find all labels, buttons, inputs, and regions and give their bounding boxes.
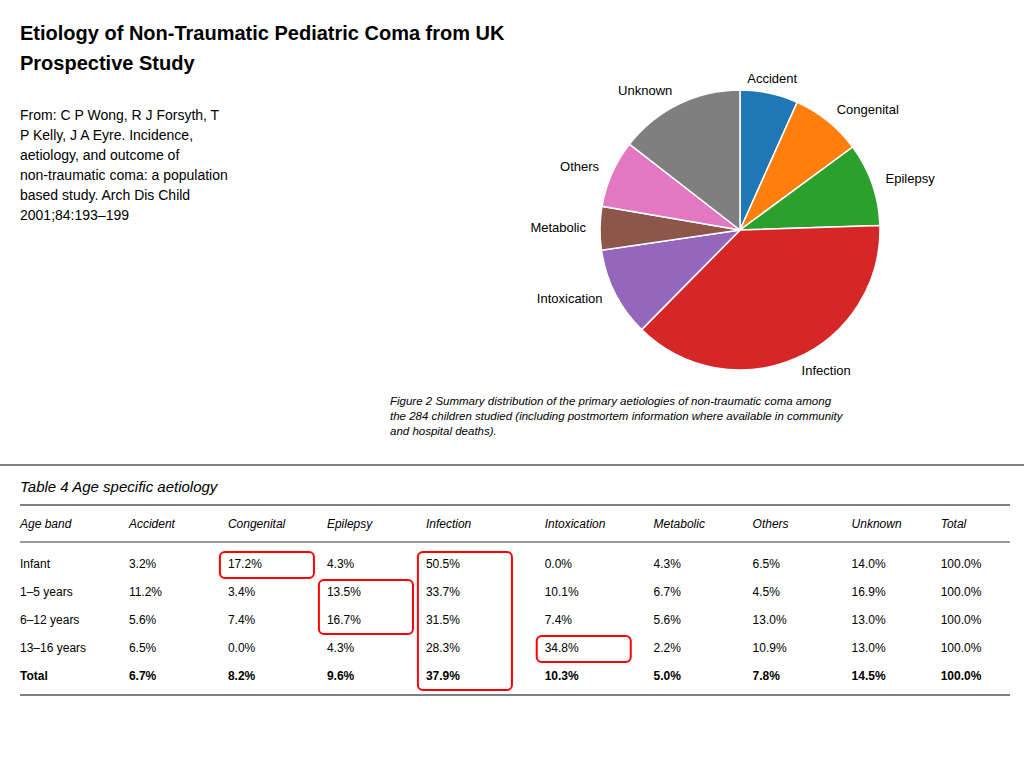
table-cell: 100.0% [941, 613, 982, 627]
table-cell: 3.2% [129, 557, 157, 571]
table-cell: 100.0% [941, 669, 982, 683]
table-cell: Total [20, 669, 48, 683]
table-header: Unknown [852, 517, 902, 531]
table-cell: 13.0% [852, 613, 886, 627]
table-cell: 11.2% [129, 585, 162, 599]
reference-text-line: aetiology, and outcome of [20, 147, 179, 163]
figure-caption-line: the 284 children studied (including post… [390, 410, 844, 422]
highlight-box [319, 580, 413, 634]
table-cell: 16.9% [852, 585, 886, 599]
table-cell: 10.9% [753, 641, 787, 655]
table-cell: 4.3% [327, 557, 355, 571]
table-cell: 13.0% [852, 641, 886, 655]
table-header: Metabolic [654, 517, 705, 531]
reference-text-line: non-traumatic coma: a population [20, 167, 228, 183]
pie-slice [740, 147, 880, 230]
slice-label: Accident [747, 71, 797, 86]
table-header: Others [753, 517, 789, 531]
pie-slice [629, 90, 740, 230]
table-cell: 14.0% [852, 557, 886, 571]
table-header: Infection [426, 517, 472, 531]
table-cell: 10.1% [545, 585, 579, 599]
highlight-box [537, 636, 631, 662]
table-header: Intoxication [545, 517, 606, 531]
table-cell: 16.7% [327, 613, 361, 627]
figure-caption: Figure 2 Summary distribution of the pri… [390, 395, 844, 437]
table-cell: 34.8% [545, 641, 579, 655]
table-cell: 5.6% [654, 613, 682, 627]
table-cell: 4.5% [753, 585, 781, 599]
table-cell: 6.5% [129, 641, 157, 655]
table-cell: 6.7% [654, 585, 682, 599]
table-cell: 4.3% [654, 557, 682, 571]
table-cell: 6.5% [753, 557, 781, 571]
figure-caption-line: Figure 2 Summary distribution of the pri… [390, 395, 832, 407]
table-cell: 100.0% [941, 557, 982, 571]
table-cell: 33.7% [426, 585, 460, 599]
slice-label: Congenital [837, 102, 899, 117]
table-cell: 6–12 years [20, 613, 79, 627]
table-cell: 3.4% [228, 585, 256, 599]
table-cell: 31.5% [426, 613, 460, 627]
table-cell: 7.4% [545, 613, 573, 627]
table-cell: 6.7% [129, 669, 157, 683]
reference-text-line: 2001;84:193–199 [20, 207, 129, 223]
reference-text-line: From: C P Wong, R J Forsyth, T [20, 107, 220, 123]
title-line: Etiology of Non-Traumatic Pediatric Coma… [20, 22, 505, 44]
table-cell: 100.0% [941, 641, 982, 655]
table-cell: 0.0% [228, 641, 256, 655]
table-cell: 13.0% [753, 613, 787, 627]
table-cell: 8.2% [228, 669, 256, 683]
title-line: Prospective Study [20, 52, 195, 74]
table-cell: 0.0% [545, 557, 573, 571]
table-rule-header [20, 542, 1010, 543]
table-cell: 7.4% [228, 613, 256, 627]
table-cell: 100.0% [941, 585, 982, 599]
slice-label: Epilepsy [886, 171, 936, 186]
table-cell: 4.3% [327, 641, 355, 655]
table-header: Total [941, 517, 967, 531]
separator [0, 465, 1024, 466]
highlight-box [418, 552, 512, 690]
table-cell: 17.2% [228, 557, 262, 571]
table: Age band Accident Congenital Epilepsy Infect… [19, 517, 982, 683]
figure: Etiology of Non-Traumatic Pediatric Coma… [0, 0, 1024, 768]
table-cell: 13–16 years [20, 641, 86, 655]
table-header: Congenital [228, 517, 286, 531]
table-header: Accident [128, 517, 176, 531]
table-cell: 14.5% [852, 669, 886, 683]
table-cell: 13.5% [327, 585, 361, 599]
table-rule-top [20, 504, 1010, 505]
table-title: Table 4 Age specific aetiology [20, 478, 219, 495]
figure-caption-line: and hospital deaths). [390, 425, 497, 437]
table-header: Epilepsy [327, 517, 373, 531]
table-cell: 9.6% [327, 669, 355, 683]
table-cell: 10.3% [545, 669, 579, 683]
table-cell: 50.5% [426, 557, 460, 571]
slice-label: Infection [802, 363, 851, 378]
table-cell: 37.9% [426, 669, 460, 683]
reference-text-line: based study. Arch Dis Child [20, 187, 190, 203]
table-cell: 5.6% [129, 613, 157, 627]
slice-label: Unknown [618, 83, 672, 98]
table-cell: 1–5 years [20, 585, 73, 599]
table-cell: 7.8% [753, 669, 781, 683]
highlight-box [220, 552, 314, 578]
table-rule-bottom [20, 694, 1010, 695]
table-cell: Infant [20, 557, 51, 571]
table-cell: 2.2% [654, 641, 682, 655]
table-cell: 5.0% [654, 669, 682, 683]
slice-label: Intoxication [537, 291, 603, 306]
pie: Accident Congenital Epilepsy Infection Intox… [530, 71, 935, 378]
title: Etiology of Non-Traumatic Pediatric Coma… [20, 22, 505, 74]
slice-label: Metabolic [530, 220, 586, 235]
reference-text-line: P Kelly, J A Eyre. Incidence, [20, 127, 193, 143]
reference-text: From: C P Wong, R J Forsyth, T P Kelly, J… [20, 107, 228, 223]
table-cell: 28.3% [426, 641, 460, 655]
table-header: Age band [19, 517, 72, 531]
slice-label: Others [560, 159, 600, 174]
